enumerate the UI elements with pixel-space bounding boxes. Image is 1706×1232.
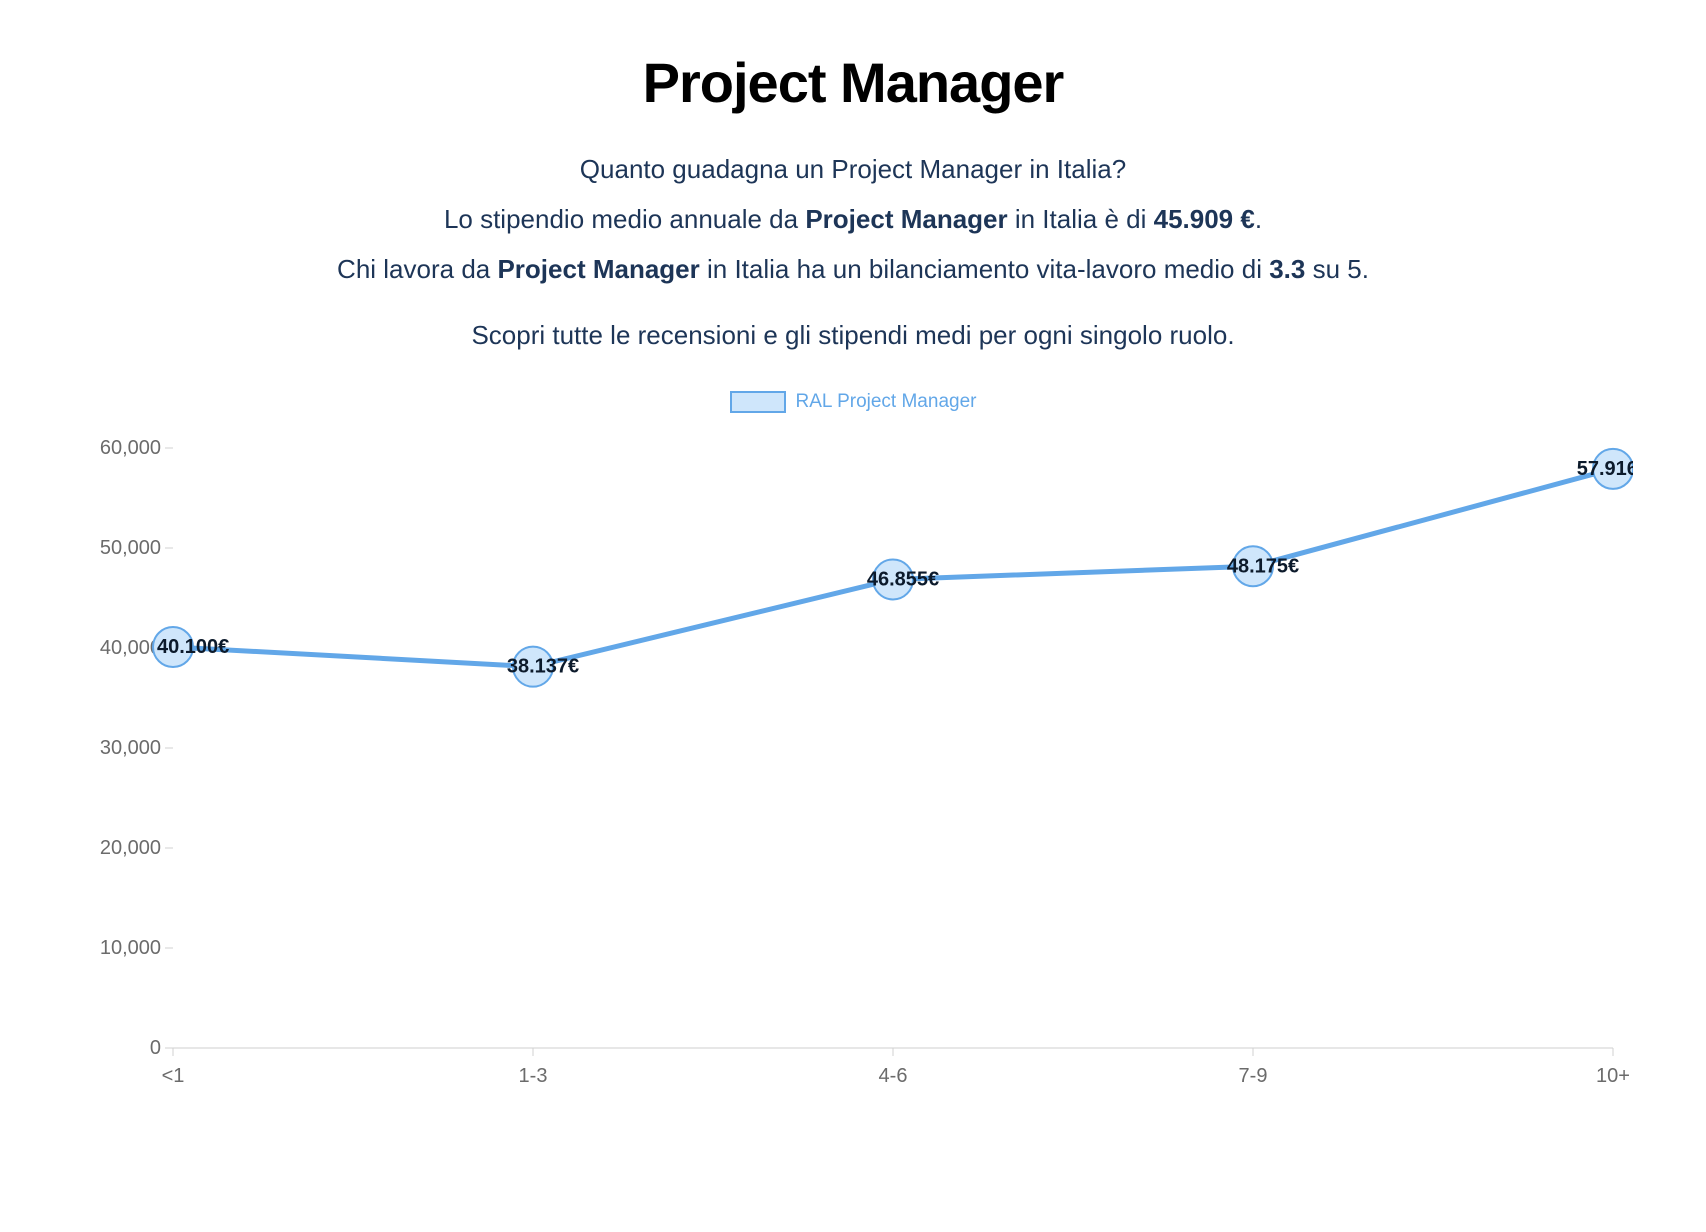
legend-label: RAL Project Manager [796, 391, 977, 413]
y-tick-label: 40,000 [100, 637, 161, 659]
legend-item: RAL Project Manager [730, 391, 977, 413]
y-tick-label: 20,000 [100, 837, 161, 859]
point-label: 46.855€ [867, 568, 939, 590]
y-tick-label: 30,000 [100, 737, 161, 759]
legend-swatch [730, 391, 786, 413]
point-label: 57.916€ [1577, 457, 1633, 479]
intro-salary: Lo stipendio medio annuale da Project Ma… [60, 197, 1646, 241]
x-tick-label: 10+ [1596, 1065, 1630, 1087]
x-tick-label: <1 [162, 1065, 185, 1087]
x-tick-label: 4-6 [879, 1065, 908, 1087]
y-tick-label: 60,000 [100, 437, 161, 459]
y-tick-label: 0 [150, 1037, 161, 1059]
intro-block: Quanto guadagna un Project Manager in It… [60, 147, 1646, 292]
page-title: Project Manager [60, 50, 1646, 115]
point-label: 38.137€ [507, 655, 579, 677]
intro-balance: Chi lavora da Project Manager in Italia … [60, 247, 1646, 291]
x-tick-label: 1-3 [519, 1065, 548, 1087]
salary-chart: 0 10,000 20,000 30,000 40,000 50,000 60,000 <1 1… [73, 428, 1633, 1108]
chart-svg: 0 10,000 20,000 30,000 40,000 50,000 60,000 <1 1… [73, 428, 1633, 1108]
y-tick-label: 50,000 [100, 537, 161, 559]
point-label: 48.175€ [1227, 555, 1299, 577]
chart-legend: RAL Project Manager [60, 391, 1646, 418]
y-tick-label: 10,000 [100, 937, 161, 959]
x-tick-label: 7-9 [1239, 1065, 1268, 1087]
intro-question: Quanto guadagna un Project Manager in It… [60, 147, 1646, 191]
cta-text: Scopri tutte le recensioni e gli stipend… [60, 320, 1646, 351]
point-label: 40.100€ [157, 636, 229, 658]
